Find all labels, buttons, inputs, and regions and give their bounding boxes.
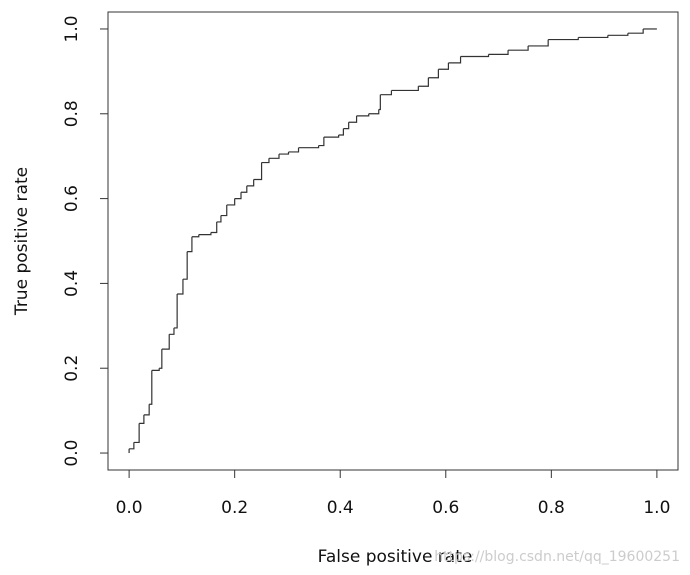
roc-step <box>488 50 509 56</box>
x-tick-label: 0.6 <box>432 498 459 518</box>
roc-step <box>253 162 263 181</box>
roc-step <box>133 423 140 444</box>
roc-step <box>528 39 549 47</box>
roc-step <box>191 234 200 238</box>
x-tick-label: 0.0 <box>116 498 143 518</box>
x-tick-label: 1.0 <box>643 498 670 518</box>
roc-step <box>448 56 462 64</box>
roc-step <box>343 122 350 130</box>
y-tick-label: 0.4 <box>62 270 82 297</box>
roc-step <box>460 54 490 58</box>
roc-step <box>159 349 163 369</box>
roc-step <box>246 179 255 187</box>
roc-step <box>210 221 218 234</box>
roc-step <box>261 158 270 164</box>
y-tick-label: 0.2 <box>62 355 82 382</box>
x-tick-label: 0.8 <box>538 498 565 518</box>
plot-frame <box>107 11 679 471</box>
roc-step <box>438 62 450 70</box>
roc-step <box>169 327 175 335</box>
roc-step <box>187 236 193 253</box>
roc-step <box>418 77 429 87</box>
roc-step <box>129 442 135 450</box>
roc-step <box>318 137 325 147</box>
roc-step <box>288 147 300 153</box>
roc-step <box>177 279 184 295</box>
roc-step <box>348 115 358 123</box>
roc-step <box>380 90 393 96</box>
roc-step <box>149 370 153 405</box>
roc-step <box>241 185 248 193</box>
x-axis-label: False positive rate <box>318 547 473 567</box>
roc-step <box>391 86 419 92</box>
y-tick-label: 0.0 <box>62 440 82 467</box>
roc-step <box>182 251 188 280</box>
y-tick-label: 0.6 <box>62 185 82 212</box>
roc-step <box>151 368 160 371</box>
x-tick-label: 0.2 <box>221 498 248 518</box>
roc-step <box>139 414 145 424</box>
roc-step <box>578 35 609 39</box>
watermark: https://blog.csdn.net/qq_19600251 <box>434 549 680 565</box>
roc-step <box>323 134 340 138</box>
roc-step <box>508 45 529 51</box>
roc-step <box>268 154 280 159</box>
roc-step <box>279 151 290 155</box>
y-tick-label: 0.8 <box>62 100 82 127</box>
roc-step <box>143 404 150 416</box>
roc-step <box>548 37 579 41</box>
roc-step <box>220 204 228 217</box>
roc-step <box>627 28 644 34</box>
y-axis-label: True positive rate <box>12 167 32 316</box>
roc-step <box>226 198 236 206</box>
roc-step <box>298 145 320 149</box>
y-tick-label: 1.0 <box>62 15 82 42</box>
roc-step <box>607 33 629 36</box>
roc-step <box>428 69 439 79</box>
roc-step <box>356 113 370 117</box>
roc-step <box>173 294 178 329</box>
roc-step <box>368 109 380 115</box>
roc-step <box>216 215 222 223</box>
roc-step <box>234 192 242 200</box>
x-tick-label: 0.4 <box>327 498 354 518</box>
roc-step <box>338 128 344 136</box>
roc-step <box>198 232 212 236</box>
roc-step <box>161 334 170 350</box>
roc-step <box>378 94 381 111</box>
